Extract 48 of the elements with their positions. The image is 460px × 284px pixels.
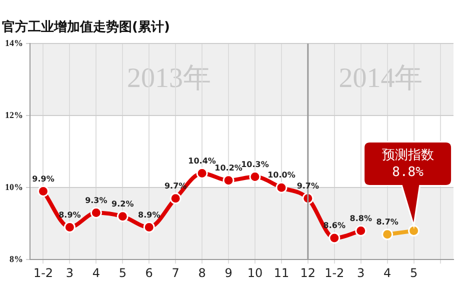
chart-title: 官方工业增加值走势图(累计)	[2, 19, 170, 36]
point	[90, 207, 102, 219]
data-label: 8.8%	[350, 214, 372, 223]
x-tick-label: 3	[357, 266, 365, 280]
data-label: 10.3%	[241, 160, 269, 169]
y-tick-label: 12%	[5, 110, 23, 120]
x-tick-label: 5	[410, 266, 418, 280]
point	[382, 228, 394, 240]
x-tick-label: 5	[118, 266, 126, 280]
x-tick-label: 1-2	[324, 266, 344, 280]
data-label: 9.9%	[32, 174, 54, 184]
y-tick-label: 10%	[5, 182, 23, 192]
annotation: 8.8%	[392, 165, 424, 180]
point	[276, 182, 288, 194]
point	[222, 174, 234, 186]
data-label: 10.0%	[268, 170, 296, 180]
x-tick-label: 8	[198, 266, 206, 280]
point	[196, 167, 208, 179]
point	[408, 225, 420, 237]
x-tick-label: 1-2	[33, 266, 54, 280]
data-label: 8.7%	[376, 217, 398, 226]
point	[37, 185, 49, 197]
y-tick-label: 14%	[5, 38, 23, 48]
x-tick-label: 12	[300, 266, 316, 280]
point	[355, 225, 367, 237]
point	[328, 232, 340, 244]
data-label: 10.2%	[214, 163, 242, 172]
annotation: 预测指数	[382, 148, 434, 164]
x-tick-label: 3	[66, 266, 74, 280]
data-label: 9.7%	[296, 181, 320, 190]
x-tick-label: 4	[92, 266, 100, 280]
x-tick-label: 6	[145, 266, 153, 280]
point	[143, 221, 155, 233]
point	[64, 221, 76, 233]
x-tick-label: 9	[224, 266, 232, 280]
x-tick-label: 7	[172, 266, 180, 280]
x-tick-label: 11	[274, 266, 290, 280]
data-label: 10.4%	[188, 156, 216, 166]
data-label: 9.2%	[112, 199, 134, 208]
point	[249, 171, 261, 183]
data-label: 8.9%	[58, 210, 81, 220]
point	[170, 192, 182, 204]
point	[116, 210, 128, 222]
data-label: 9.3%	[85, 196, 108, 205]
y-tick-label: 8%	[10, 254, 23, 264]
x-tick-label: 10	[247, 266, 263, 280]
x-tick-label: 4	[384, 266, 392, 280]
data-label: 8.9%	[138, 210, 160, 220]
